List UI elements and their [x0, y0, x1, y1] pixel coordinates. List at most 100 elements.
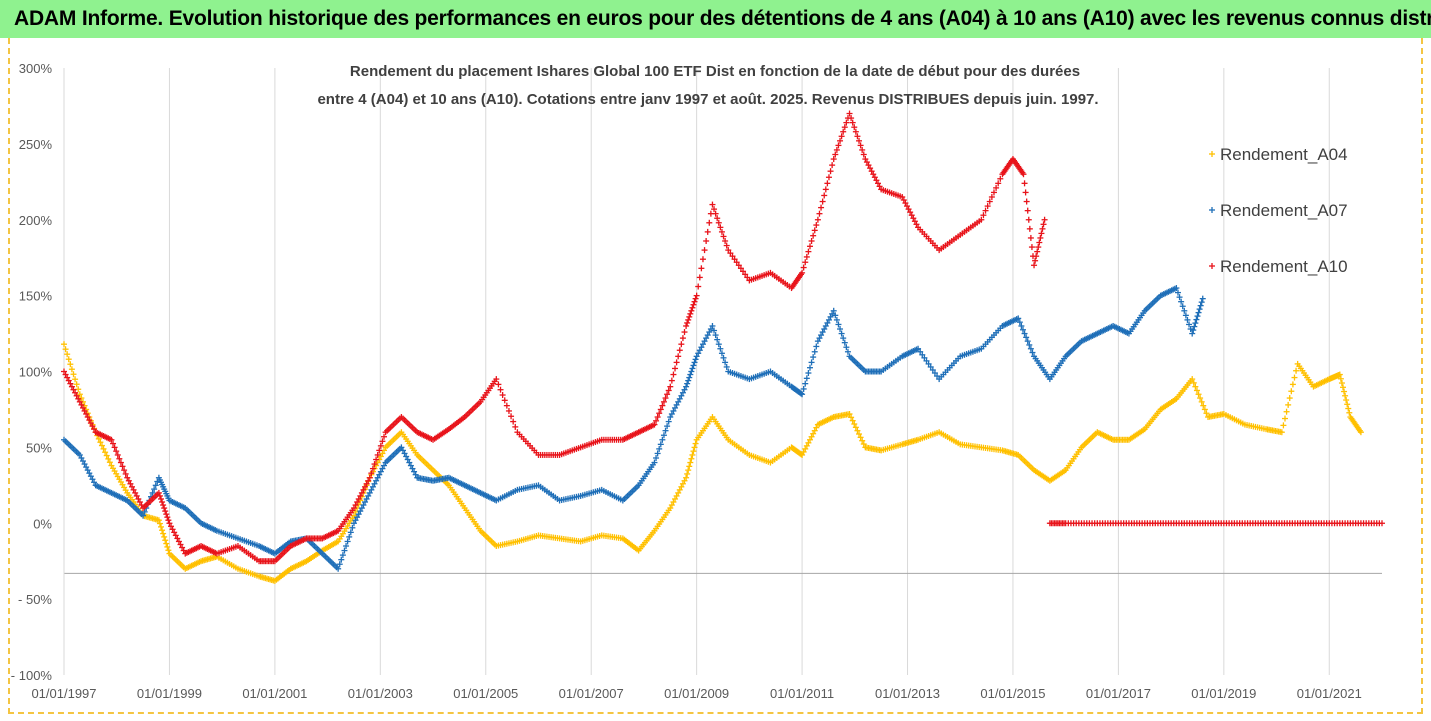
point-A07 [806, 364, 813, 371]
point-A04 [810, 430, 817, 437]
point-A10 [83, 410, 90, 417]
point-A04 [352, 508, 359, 515]
y-tick-label: 0% [33, 516, 52, 531]
point-A07 [86, 470, 93, 477]
point-A07 [377, 468, 384, 475]
point-A07 [344, 538, 351, 545]
point-A10 [159, 499, 166, 506]
point-A10 [122, 470, 129, 477]
point-A07 [89, 476, 96, 483]
point-A04 [100, 445, 107, 452]
point-A04 [799, 451, 806, 458]
point-A04 [692, 440, 699, 447]
point-A07 [1189, 330, 1196, 337]
point-A10 [78, 401, 85, 408]
point-A07 [1186, 321, 1193, 328]
point-A07 [338, 556, 345, 563]
x-tick-label: 01/01/2017 [1086, 686, 1151, 701]
point-A04 [691, 444, 698, 451]
x-tick-label: 01/01/2003 [348, 686, 413, 701]
point-A07 [78, 454, 85, 461]
x-tick-label: 01/01/2001 [242, 686, 307, 701]
point-A07 [336, 561, 343, 568]
point-A10 [75, 395, 82, 402]
point-A07 [84, 467, 91, 474]
point-A10 [350, 505, 357, 512]
point-A07 [366, 489, 373, 496]
point-A10 [132, 489, 139, 496]
point-A04 [854, 427, 861, 434]
point-A07 [695, 350, 702, 357]
x-tick-label: 01/01/1999 [137, 686, 202, 701]
point-A10 [362, 483, 369, 490]
point-A04 [374, 459, 381, 466]
y-tick-label: 50% [26, 440, 52, 455]
point-A04 [811, 427, 818, 434]
point-A07 [691, 359, 698, 366]
x-tick-label: 01/01/1997 [31, 686, 96, 701]
point-A04 [103, 452, 110, 459]
point-A07 [676, 395, 683, 402]
point-A07 [717, 345, 724, 352]
point-A10 [62, 371, 69, 378]
point-A10 [156, 492, 163, 499]
point-A04 [65, 356, 72, 363]
series-A07 [61, 285, 1206, 572]
point-A07 [404, 456, 411, 463]
point-A04 [106, 459, 113, 466]
point-A07 [810, 354, 817, 361]
point-A04 [156, 520, 163, 527]
point-A07 [679, 389, 686, 396]
point-A04 [672, 495, 679, 502]
point-A07 [83, 464, 90, 471]
point-A04 [67, 361, 74, 368]
point-A10 [358, 489, 365, 496]
point-A07 [843, 344, 850, 351]
point-A10 [121, 467, 128, 474]
point-A07 [409, 465, 416, 472]
point-A10 [89, 423, 96, 430]
point-A10 [363, 480, 370, 487]
point-A04 [161, 533, 168, 540]
point-A07 [1195, 309, 1202, 316]
point-A07 [838, 330, 845, 337]
y-tick-label: 200% [19, 213, 53, 228]
point-A04 [159, 527, 166, 534]
point-A10 [162, 508, 169, 515]
point-A10 [64, 374, 71, 381]
point-A07 [657, 441, 664, 448]
point-A07 [1198, 299, 1205, 306]
y-tick-label: 250% [19, 137, 53, 152]
point-A07 [349, 524, 356, 531]
point-A07 [811, 348, 818, 355]
point-A07 [91, 479, 98, 486]
point-A04 [160, 530, 167, 537]
point-A10 [171, 529, 178, 536]
point-A04 [350, 512, 357, 519]
point-A04 [1198, 398, 1205, 405]
point-A04 [1190, 379, 1197, 386]
point-A07 [819, 329, 826, 336]
point-A07 [704, 332, 711, 339]
x-tick-label: 01/01/2013 [875, 686, 940, 701]
point-A07 [685, 377, 692, 384]
point-A04 [102, 449, 109, 456]
point-A07 [687, 371, 694, 378]
x-tick-label: 01/01/2009 [664, 686, 729, 701]
point-A10 [164, 514, 171, 521]
point-A10 [67, 380, 74, 387]
point-A07 [354, 514, 361, 521]
point-A04 [62, 346, 69, 353]
point-A10 [174, 535, 181, 542]
point-A04 [70, 371, 77, 378]
point-A04 [1286, 395, 1293, 402]
point-A04 [668, 502, 675, 509]
point-A10 [119, 463, 126, 470]
point-A07 [141, 508, 148, 515]
x-tick-label: 01/01/2019 [1191, 686, 1256, 701]
point-A07 [1179, 303, 1186, 310]
point-A07 [664, 423, 671, 430]
point-A07 [709, 322, 716, 329]
point-A04 [1338, 380, 1345, 387]
point-A07 [1174, 289, 1181, 296]
